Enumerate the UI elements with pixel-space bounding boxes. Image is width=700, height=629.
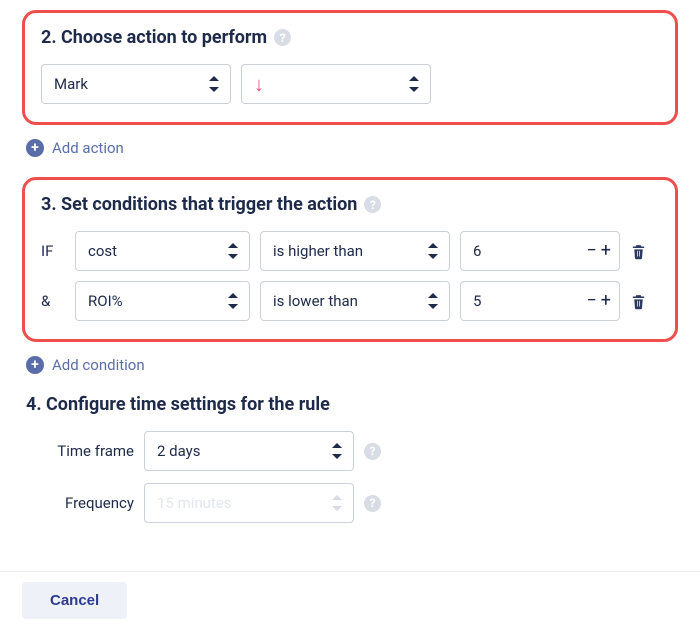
condition-metric-value: ROI% [88,292,123,310]
add-action-link[interactable]: + Add action [26,139,678,157]
condition-row: & ROI% is lower than 5 − + [41,281,659,321]
condition-value: 6 [473,242,481,260]
time-frame-value: 2 days [157,442,201,460]
section-3-title-row: 3. Set conditions that trigger the actio… [41,194,659,215]
footer: Cancel [0,571,700,629]
chevron-sort-icon [427,293,439,309]
frequency-row: Frequency 15 minutes ? [22,483,678,523]
time-frame-select[interactable]: 2 days [144,431,354,471]
stepper-controls: − + [586,292,611,310]
decrement-button[interactable]: − [586,292,596,310]
add-condition-label: Add condition [52,356,145,374]
condition-value-input[interactable]: 6 − + [460,231,620,271]
time-frame-label: Time frame [22,442,134,460]
chevron-sort-icon [227,243,239,259]
add-action-label: Add action [52,139,124,157]
time-frame-row: Time frame 2 days ? [22,431,678,471]
section-choose-action: 2. Choose action to perform ? Mark ↓ [22,10,678,125]
section-2-title: 2. Choose action to perform [41,27,267,48]
add-condition-link[interactable]: + Add condition [26,356,678,374]
frequency-value: 15 minutes [157,494,232,512]
increment-button[interactable]: + [601,292,611,310]
help-icon[interactable]: ? [274,29,291,46]
condition-comparator-value: is higher than [273,242,363,260]
condition-comparator-value: is lower than [273,292,358,310]
chevron-sort-icon [331,443,343,459]
chevron-sort-icon [227,293,239,309]
section-2-title-row: 2. Choose action to perform ? [41,27,659,48]
frequency-select: 15 minutes [144,483,354,523]
trash-icon [630,292,647,311]
condition-prefix: & [41,292,65,310]
action-direction-select[interactable]: ↓ [241,64,431,104]
action-select-value: Mark [54,75,88,93]
decrement-button[interactable]: − [586,242,596,260]
increment-button[interactable]: + [601,242,611,260]
help-icon[interactable]: ? [364,495,381,512]
section-4-title: 4. Configure time settings for the rule [26,394,678,415]
cancel-button-label: Cancel [50,592,99,609]
action-row: Mark ↓ [41,64,659,104]
condition-metric-select[interactable]: cost [75,231,250,271]
help-icon[interactable]: ? [364,196,381,213]
plus-circle-icon: + [26,356,44,374]
condition-value: 5 [473,292,481,310]
condition-metric-value: cost [88,242,117,260]
help-icon[interactable]: ? [364,443,381,460]
chevron-sort-icon [331,495,343,511]
trash-icon [630,242,647,261]
chevron-sort-icon [408,76,420,92]
condition-comparator-select[interactable]: is lower than [260,281,450,321]
section-3-title: 3. Set conditions that trigger the actio… [41,194,357,215]
condition-value-input[interactable]: 5 − + [460,281,620,321]
arrow-down-icon: ↓ [254,74,264,94]
delete-condition-button[interactable] [630,292,647,311]
chevron-sort-icon [427,243,439,259]
condition-comparator-select[interactable]: is higher than [260,231,450,271]
chevron-sort-icon [208,76,220,92]
plus-circle-icon: + [26,139,44,157]
action-select[interactable]: Mark [41,64,231,104]
section-set-conditions: 3. Set conditions that trigger the actio… [22,177,678,342]
frequency-label: Frequency [22,494,134,512]
condition-metric-select[interactable]: ROI% [75,281,250,321]
delete-condition-button[interactable] [630,242,647,261]
stepper-controls: − + [586,242,611,260]
condition-prefix: IF [41,242,65,260]
cancel-button[interactable]: Cancel [22,582,127,619]
condition-row: IF cost is higher than 6 − + [41,231,659,271]
